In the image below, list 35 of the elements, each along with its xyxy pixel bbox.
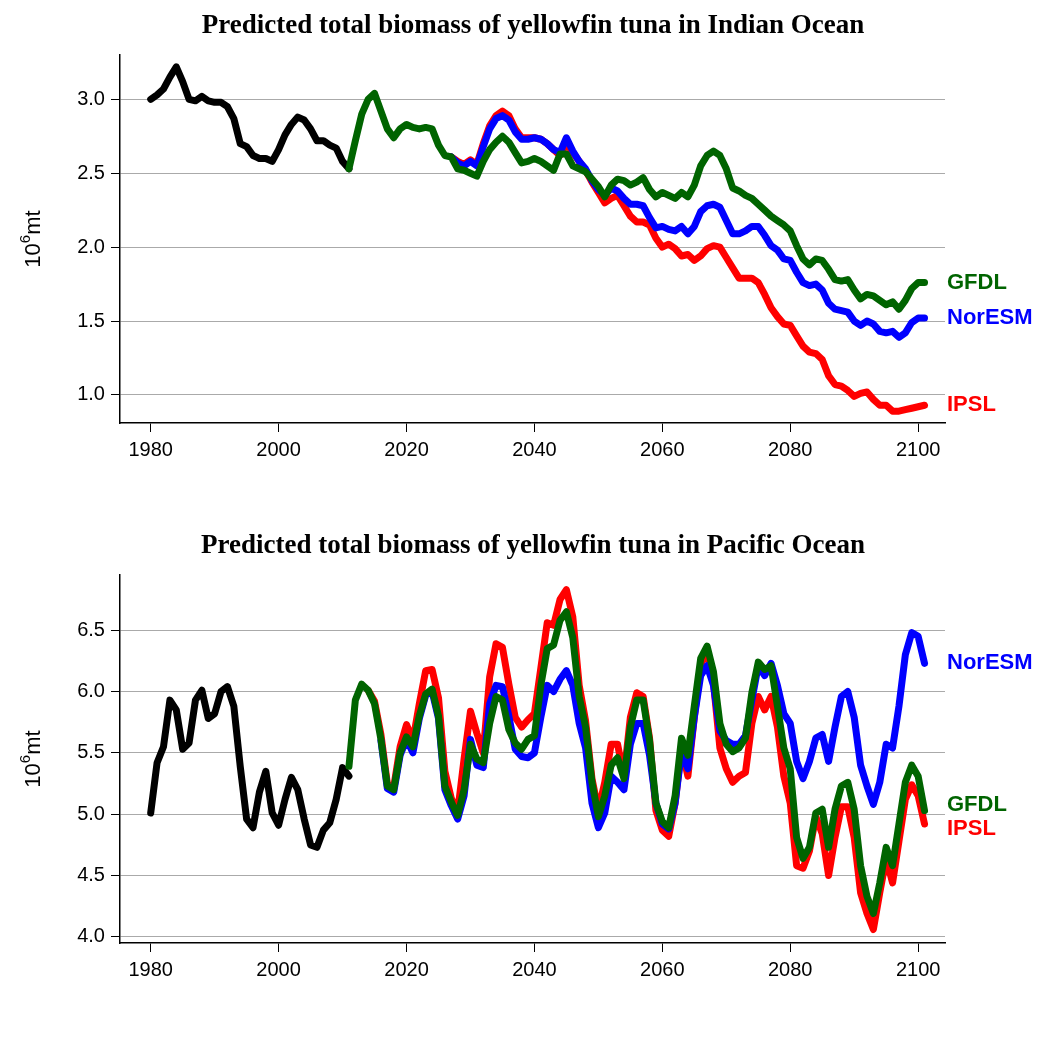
chart-title: Predicted total biomass of yellowfin tuna in Indian Ocean	[201, 9, 865, 39]
x-tick-label: 2080	[767, 437, 813, 460]
series-label: GFDL	[947, 791, 1007, 817]
y-tick-label: 4.0	[77, 924, 105, 947]
series-label: IPSL	[947, 391, 996, 417]
series-label: NorESM	[947, 304, 1033, 330]
x-tick-label: 2060	[640, 957, 685, 980]
y-tick-label: 5.5	[77, 740, 105, 763]
series-label: IPSL	[947, 815, 996, 841]
x-tick-label: 2020	[384, 437, 429, 460]
x-tick-label: 2020	[384, 957, 429, 980]
x-tick-label: 2000	[256, 957, 301, 980]
y-tick-label: 5.0	[77, 801, 105, 824]
x-tick-label: 2100	[895, 957, 941, 980]
y-tick-label: 3.0	[77, 86, 105, 109]
y-tick-label: 2.0	[77, 234, 105, 257]
y-axis-title: 106mt	[16, 730, 45, 788]
x-tick-label: 2000	[256, 437, 301, 460]
x-tick-label: 2080	[767, 957, 813, 980]
series-label: NorESM	[947, 649, 1033, 675]
y-tick-label: 1.5	[77, 308, 105, 331]
x-tick-label: 2060	[640, 437, 685, 460]
chart-title: Predicted total biomass of yellowfin tuna in Pacific Ocean	[201, 529, 865, 559]
x-tick-label: 2040	[512, 437, 557, 460]
y-axis-title: 106mt	[16, 210, 45, 268]
y-tick-label: 2.5	[77, 160, 105, 183]
y-tick-label: 1.0	[77, 382, 105, 405]
y-tick-label: 6.0	[77, 679, 105, 702]
x-tick-label: 2100	[895, 437, 941, 460]
x-tick-label: 2040	[512, 957, 557, 980]
series-label: GFDL	[947, 268, 1007, 294]
x-tick-label: 1980	[128, 437, 173, 460]
y-tick-label: 6.5	[77, 617, 105, 640]
y-tick-label: 4.5	[77, 863, 105, 886]
x-tick-label: 1980	[128, 957, 173, 980]
